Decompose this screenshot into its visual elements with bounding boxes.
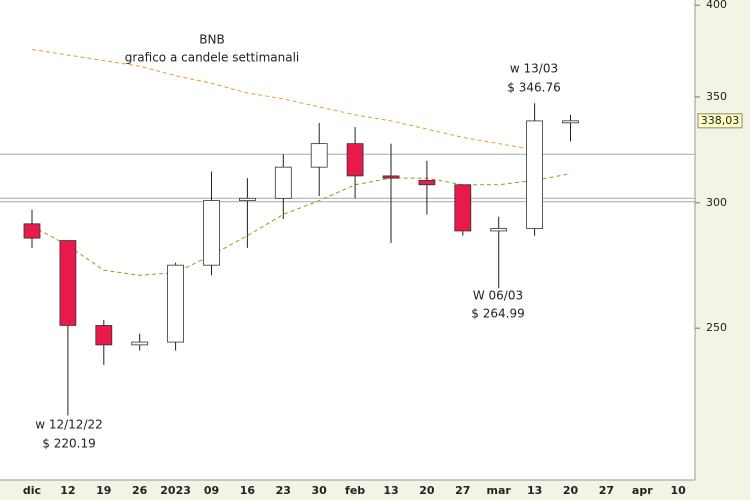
candle-body xyxy=(131,341,149,346)
candle-body xyxy=(59,240,77,326)
candle-body xyxy=(310,143,328,168)
price-tag-label: 338,03 xyxy=(701,114,740,127)
y-tick-label: 300 xyxy=(706,196,727,209)
x-tick-label: 26 xyxy=(132,484,148,497)
x-tick-label: 10 xyxy=(671,484,687,497)
x-tick-label: 12 xyxy=(60,484,75,497)
x-tick-label: 13 xyxy=(383,484,398,497)
chart-title: BNB xyxy=(199,33,224,47)
x-tick-label: 19 xyxy=(96,484,111,497)
x-tick-label: 2023 xyxy=(160,484,191,497)
candle-body xyxy=(454,184,472,232)
annotation: $ 346.76 xyxy=(507,81,560,95)
y-tick-label: 350 xyxy=(706,90,727,103)
y-axis-panel xyxy=(695,0,750,500)
annotation: $ 264.99 xyxy=(471,307,524,321)
moving-average xyxy=(31,49,535,151)
candle-body xyxy=(167,264,185,343)
candle-body xyxy=(526,120,543,229)
x-tick-label: 30 xyxy=(312,484,328,497)
annotation: w 13/03 xyxy=(510,62,558,76)
x-axis-panel xyxy=(0,480,750,500)
y-tick-label: 250 xyxy=(706,321,727,334)
x-tick-label: apr xyxy=(632,484,653,497)
price-tag xyxy=(697,113,743,129)
annotation: $ 220.19 xyxy=(42,437,95,451)
x-tick-label: 20 xyxy=(419,484,435,497)
x-tick-label: feb xyxy=(345,484,365,497)
x-tick-label: dic xyxy=(23,484,41,497)
candle-body xyxy=(203,200,220,266)
x-tick-label: 20 xyxy=(563,484,579,497)
candle-body xyxy=(382,175,400,179)
candle-body xyxy=(23,223,41,239)
candle-body xyxy=(238,197,256,201)
x-tick-label: 16 xyxy=(240,484,256,497)
x-tick-label: 09 xyxy=(204,484,219,497)
x-tick-label: 27 xyxy=(455,484,470,497)
x-tick-label: 23 xyxy=(276,484,291,497)
annotation: W 06/03 xyxy=(473,289,523,303)
candle-body xyxy=(346,143,364,177)
x-tick-label: mar xyxy=(487,484,512,497)
annotation: w 12/12/22 xyxy=(35,418,103,432)
x-tick-label: 27 xyxy=(599,484,614,497)
chart-subtitle: grafico a candele settimanali xyxy=(125,51,300,65)
candle-body xyxy=(274,166,292,199)
x-tick-label: 13 xyxy=(527,484,542,497)
moving-average xyxy=(31,173,571,276)
candle-body xyxy=(418,179,436,186)
candle-body xyxy=(95,325,113,346)
candle-body xyxy=(562,120,579,124)
y-tick-label: 400 xyxy=(706,0,727,11)
candle-body xyxy=(490,228,508,232)
